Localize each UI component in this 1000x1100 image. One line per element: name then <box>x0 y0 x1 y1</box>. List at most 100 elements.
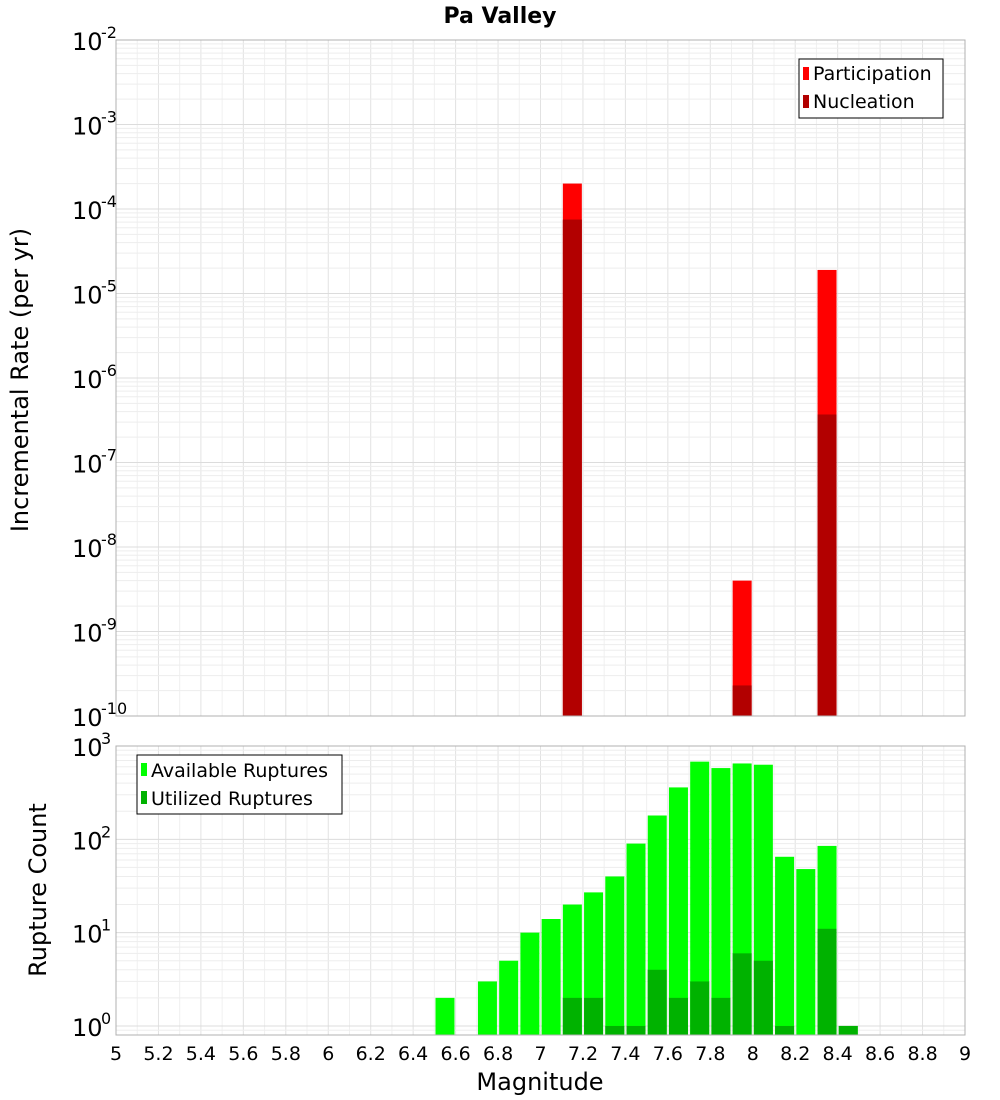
y-tick-base: 10 <box>72 282 103 310</box>
y-tick-exponent: -8 <box>101 530 117 549</box>
x-tick-labels: 5 5.2 5.4 5.6 5.8 6 6.2 6.4 6.6 6.8 7 7.2 7.4 7.6 7.8 8… <box>110 1043 971 1065</box>
y-tick-exponent: -6 <box>101 361 117 380</box>
y-tick-base: 10 <box>72 28 103 56</box>
x-tick-label: 6.8 <box>483 1043 513 1065</box>
rate-bar-nucleation <box>732 685 752 716</box>
count-bar-utilized-ruptures <box>817 928 837 1035</box>
x-tick-label: 6.2 <box>356 1043 386 1065</box>
rate-bar-nucleation <box>562 219 582 717</box>
rate-bar-participation <box>732 580 752 716</box>
x-tick-label: 9 <box>959 1043 971 1065</box>
y-tick-label: 10-4 <box>72 192 117 225</box>
x-tick-label: 5.8 <box>271 1043 301 1065</box>
chart-title: Pa Valley <box>443 4 556 29</box>
y-tick-label: 10-3 <box>72 108 117 141</box>
x-tick-label: 6 <box>322 1043 334 1065</box>
count-bar-utilized-ruptures <box>562 997 582 1035</box>
y-tick-base: 10 <box>72 704 103 732</box>
legend-label-utilized: Utilized Ruptures <box>151 788 313 810</box>
top-plot-frame <box>115 39 966 717</box>
bottom-plot-bars <box>435 761 858 1035</box>
y-tick-exponent: 2 <box>101 822 111 841</box>
count-bar-utilized-ruptures <box>668 997 688 1035</box>
y-tick-label: 10-9 <box>72 615 117 648</box>
legend-swatch-nucleation <box>803 95 809 108</box>
bottom-legend: Available Ruptures Utilized Ruptures <box>136 754 343 815</box>
x-tick-label: 6.4 <box>398 1043 428 1065</box>
bottom-y-axis-label: Rupture Count <box>24 803 52 977</box>
x-tick-label: 5 <box>110 1043 122 1065</box>
count-bar-utilized-ruptures <box>690 981 710 1035</box>
legend-swatch-participation <box>803 67 809 80</box>
y-tick-exponent: 0 <box>101 1009 111 1028</box>
x-tick-label: 7 <box>534 1043 546 1065</box>
x-tick-label: 5.6 <box>228 1043 258 1065</box>
legend-swatch-utilized <box>141 791 147 804</box>
y-tick-label: 10-2 <box>72 23 117 56</box>
y-tick-base: 10 <box>72 366 103 394</box>
x-tick-label: 6.6 <box>440 1043 470 1065</box>
x-tick-label: 7.4 <box>610 1043 640 1065</box>
y-tick-exponent: 3 <box>101 729 111 748</box>
top-plot-bars <box>562 183 837 717</box>
bottom-legend-box <box>136 754 343 815</box>
y-tick-exponent: -7 <box>101 446 117 465</box>
count-bar-available-ruptures <box>541 919 561 1035</box>
count-bar-available-ruptures <box>520 932 540 1035</box>
x-tick-label: 5.4 <box>186 1043 216 1065</box>
y-tick-base: 10 <box>72 535 103 563</box>
top-legend-box <box>798 58 944 119</box>
count-bar-available-ruptures <box>711 768 731 1035</box>
count-bar-available-ruptures <box>668 787 688 1035</box>
y-tick-label: 10-7 <box>72 446 117 479</box>
x-tick-label: 7.8 <box>695 1043 725 1065</box>
count-bar-available-ruptures <box>499 960 519 1035</box>
count-bar-available-ruptures <box>796 869 816 1035</box>
top-y-axis-label: Incremental Rate (per yr) <box>6 228 34 532</box>
y-tick-exponent: -9 <box>101 615 117 634</box>
x-tick-label: 8.6 <box>865 1043 895 1065</box>
x-tick-label: 8 <box>747 1043 759 1065</box>
y-tick-label: 10-6 <box>72 361 117 394</box>
x-tick-label: 8.2 <box>780 1043 810 1065</box>
x-tick-label: 8.8 <box>907 1043 937 1065</box>
count-bar-utilized-ruptures <box>753 960 773 1035</box>
top-plot-grid <box>115 39 966 717</box>
legend-label-nucleation: Nucleation <box>813 91 915 113</box>
count-bar-available-ruptures <box>477 981 497 1035</box>
x-axis-label: Magnitude <box>476 1068 603 1096</box>
y-tick-base: 10 <box>72 1014 103 1042</box>
count-bar-available-ruptures <box>605 876 625 1035</box>
y-tick-label: 10-5 <box>72 277 117 310</box>
y-tick-exponent: 1 <box>101 916 111 935</box>
y-tick-exponent: -5 <box>101 277 117 296</box>
x-tick-label: 7.6 <box>653 1043 683 1065</box>
y-tick-base: 10 <box>72 451 103 479</box>
count-bar-available-ruptures <box>690 761 710 1035</box>
y-tick-base: 10 <box>72 620 103 648</box>
count-bar-utilized-ruptures <box>584 997 604 1035</box>
count-bar-utilized-ruptures <box>626 1025 646 1035</box>
y-tick-label: 10-8 <box>72 530 117 563</box>
y-tick-base: 10 <box>72 921 103 949</box>
x-tick-label: 7.2 <box>568 1043 598 1065</box>
bottom-plot-frame <box>115 745 966 1036</box>
y-tick-base: 10 <box>72 827 103 855</box>
y-tick-label: 102 <box>72 822 111 855</box>
count-bar-utilized-ruptures <box>711 997 731 1035</box>
x-tick-label: 8.4 <box>823 1043 853 1065</box>
y-tick-base: 10 <box>72 734 103 762</box>
count-bar-available-ruptures <box>435 997 455 1035</box>
count-bar-utilized-ruptures <box>775 1025 795 1035</box>
count-bar-available-ruptures <box>626 843 646 1035</box>
y-tick-exponent: -2 <box>101 23 117 42</box>
y-tick-label: 101 <box>72 916 111 949</box>
count-bar-available-ruptures <box>775 856 795 1035</box>
legend-swatch-available <box>141 763 147 776</box>
count-bar-utilized-ruptures <box>647 969 667 1035</box>
y-tick-label: 10-10 <box>72 699 127 732</box>
rate-bar-nucleation <box>817 414 837 716</box>
